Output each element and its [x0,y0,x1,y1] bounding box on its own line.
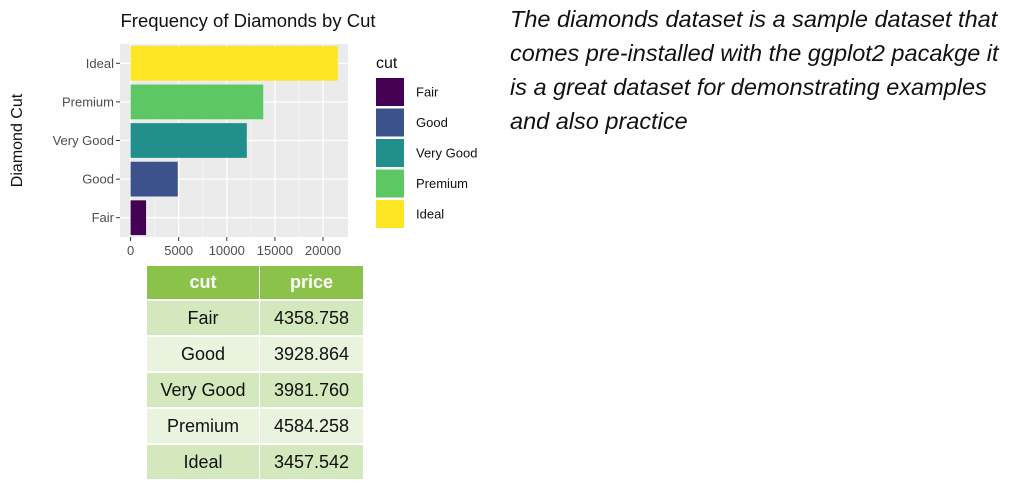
y-axis-label: Diamond Cut [9,93,26,187]
cell-cut: Premium [147,407,260,444]
legend-key-premium [376,169,404,198]
legend-title: cut [376,55,398,72]
cell-price: 3981.760 [259,371,363,408]
legend-key-fair [376,78,404,106]
x-tick-label: 5000 [164,243,193,258]
x-tick-label: 20000 [305,243,341,258]
table-row: Ideal 3457.542 [147,443,363,479]
column-header-price: price [259,266,363,300]
table-row: Good 3928.864 [147,335,363,372]
cell-cut: Fair [147,299,260,336]
x-axis-ticks: 0 5000 10000 15000 20000 [127,237,341,258]
y-tick-label: Ideal [86,56,114,71]
bar-premium [130,84,264,120]
cell-cut: Ideal [147,443,260,479]
bar-fair [130,200,147,236]
cell-price: 3928.864 [259,335,363,372]
y-tick-label: Good [82,172,114,187]
bar-very-good [130,123,247,158]
price-table: cut price Fair 4358.758 Good 3928.864 Ve… [147,266,363,479]
table-row: Premium 4584.258 [147,407,363,444]
cell-cut: Very Good [147,371,260,408]
y-tick-label: Fair [92,210,115,225]
table-header-row: cut price [147,266,363,300]
chart-title: Frequency of Diamonds by Cut [120,10,375,31]
column-header-cut: cut [147,266,260,300]
bar-chart: Frequency of Diamonds by Cut Diamond Cut… [9,10,477,281]
legend-label: Premium [416,176,468,191]
cell-cut: Good [147,335,260,372]
cell-price: 4358.758 [259,299,363,336]
legend-key-good [376,108,404,137]
legend-label: Good [416,115,448,130]
legend-label: Fair [416,85,439,100]
y-axis-ticks: Fair Good Very Good Premium Ideal [53,56,120,225]
y-tick-label: Premium [62,94,114,109]
table-row: Very Good 3981.760 [147,371,363,408]
bar-ideal [130,45,338,81]
table-row: Fair 4358.758 [147,299,363,336]
bar-good [130,161,178,197]
bars [130,45,338,236]
legend-label: Very Good [416,146,477,161]
legend: cut Fair Good Very Good Premium Ideal [376,55,477,228]
cell-price: 3457.542 [259,443,363,479]
legend-key-very-good [376,139,404,167]
x-tick-label: 15000 [257,243,293,258]
cell-price: 4584.258 [259,407,363,444]
x-tick-label: 10000 [209,243,245,258]
legend-label: Ideal [416,207,444,222]
legend-key-ideal [376,200,404,228]
y-tick-label: Very Good [53,133,114,148]
caption-text: The diamonds dataset is a sample dataset… [510,6,999,134]
x-tick-label: 0 [127,243,134,258]
